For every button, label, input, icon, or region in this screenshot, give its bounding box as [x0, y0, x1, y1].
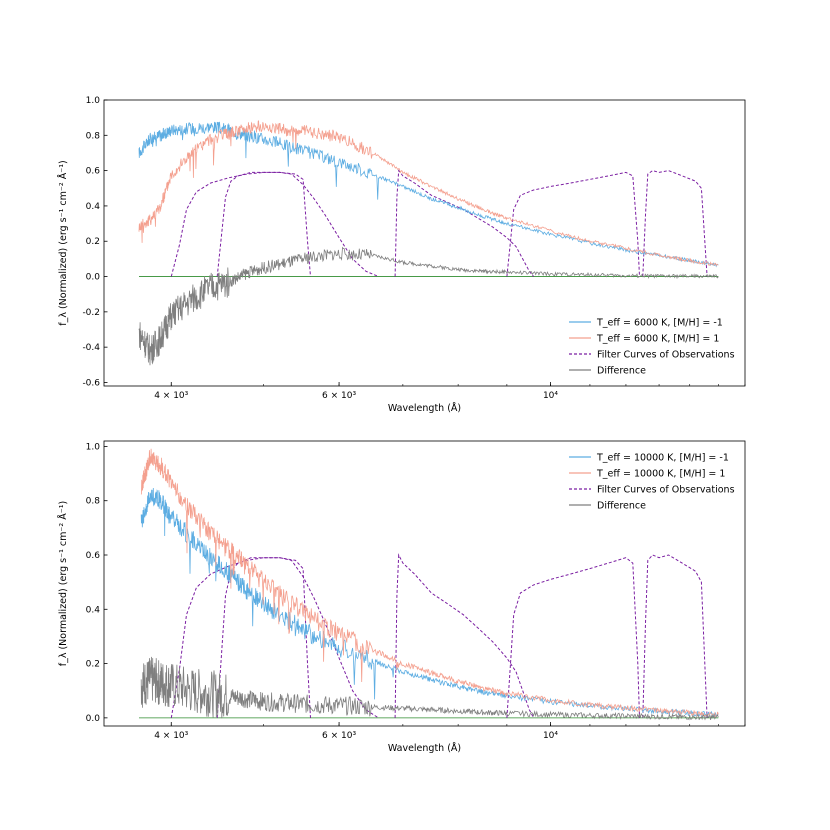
y-tick-label: 0.0	[86, 714, 101, 724]
series-line-1	[140, 448, 719, 718]
series-line-1	[138, 120, 719, 267]
filter-curve-g	[170, 557, 379, 719]
x-tick-label: 10⁴	[543, 731, 558, 741]
bottom-panel: 0.0 0.2 0.4 0.6 0.8 1.0 4 × 10³ 6 × 10³ 10⁴ Wavel…	[57, 440, 746, 754]
x-axis-label: Wavelength (Å)	[388, 402, 461, 414]
plot-area	[138, 448, 719, 721]
legend-label: Filter Curves of Observations	[597, 350, 735, 361]
legend-label: Difference	[597, 366, 646, 377]
y-tick-label: 0.2	[86, 237, 100, 247]
y-tick-label: 0.4	[86, 202, 101, 212]
y-tick-label: 0.4	[86, 605, 101, 615]
x-tick-label: 6 × 10³	[322, 391, 356, 401]
y-tick-label: -0.6	[82, 378, 100, 388]
x-tick-label: 4 × 10³	[154, 391, 188, 401]
axes-frame	[103, 440, 746, 727]
y-tick-label: 0.2	[86, 660, 100, 670]
x-axis-label: Wavelength (Å)	[388, 742, 461, 754]
top-panel: -0.6 -0.4 -0.2 0.0 0.2 0.4 0.6 0.8 1.0 4 × 10³ 6 ×…	[57, 96, 746, 414]
y-tick-label: 0.6	[86, 167, 101, 177]
series-line-0	[138, 121, 719, 268]
series-line-3	[140, 656, 719, 721]
legend: T_eff = 6000 K, [M/H] = -1 T_eff = 6000 K…	[569, 318, 735, 377]
y-tick-label: 1.0	[86, 442, 101, 452]
y-tick-label: 0.8	[86, 497, 101, 507]
series-line-3	[138, 246, 719, 366]
y-tick-label: -0.4	[82, 343, 100, 353]
legend-label: Difference	[597, 501, 646, 512]
y-tick-label: 0.6	[86, 551, 101, 561]
legend-label: T_eff = 10000 K, [M/H] = 1	[596, 469, 725, 480]
y-tick-label: -0.2	[82, 308, 100, 318]
filter-curve-V	[216, 171, 311, 277]
legend: T_eff = 10000 K, [M/H] = -1 T_eff = 10000…	[569, 453, 735, 512]
plot-area	[138, 120, 719, 366]
y-tick-label: 0.0	[86, 273, 101, 283]
y-axis-label: f_λ (Normalized) (erg s⁻¹ cm⁻² Å⁻¹)	[57, 501, 69, 667]
filter-curve-z	[506, 171, 640, 277]
x-tick-label: 4 × 10³	[154, 731, 188, 741]
x-tick-label: 10⁴	[543, 391, 558, 401]
filter-curve-i	[394, 553, 535, 719]
filter-curve-J	[642, 170, 708, 277]
filter-curve-J	[642, 554, 708, 718]
axes-frame	[103, 99, 746, 387]
x-tick-label: 6 × 10³	[322, 731, 356, 741]
y-axis-label: f_λ (Normalized) (erg s⁻¹ cm⁻² Å⁻¹)	[57, 160, 69, 326]
legend-label: Filter Curves of Observations	[597, 485, 735, 496]
legend-label: T_eff = 6000 K, [M/H] = -1	[596, 318, 723, 329]
y-tick-label: 0.8	[86, 131, 101, 141]
filter-curve-z	[506, 557, 640, 718]
y-tick-label: 1.0	[86, 96, 101, 106]
legend-label: T_eff = 6000 K, [M/H] = 1	[596, 334, 719, 345]
legend-label: T_eff = 10000 K, [M/H] = -1	[596, 453, 729, 464]
